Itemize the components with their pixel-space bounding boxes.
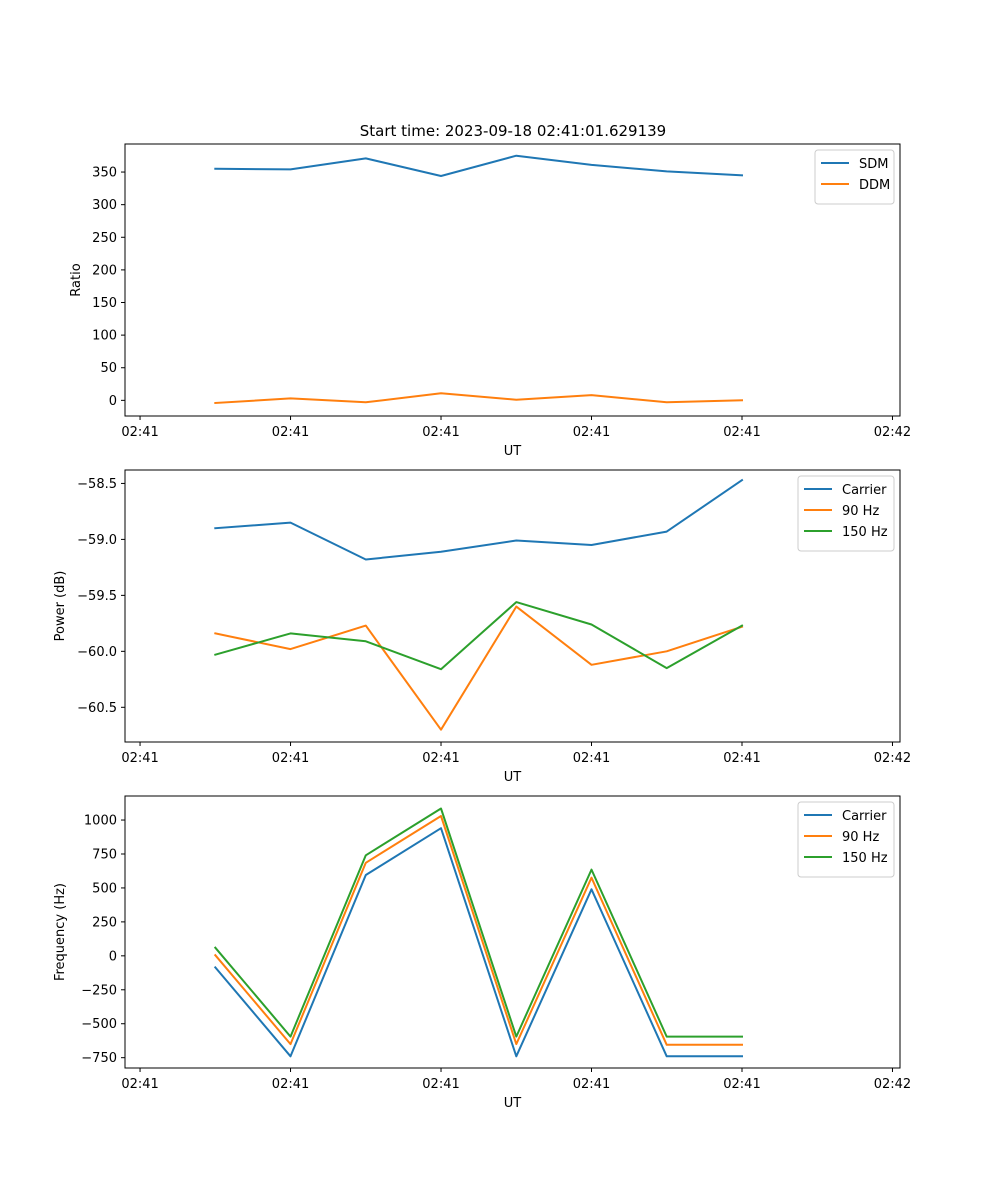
plots-container: 02:41 02:41 02:41 02:41 02:41 02:42 0 50 100 150 2… — [53, 143, 911, 1111]
y-tick-label: 250 — [92, 915, 117, 930]
legend-label: 150 Hz — [842, 851, 888, 866]
legend-label: Carrier — [842, 483, 887, 498]
x-tick-label: 02:41 — [573, 1077, 610, 1092]
x-tick-label: 02:41 — [422, 751, 459, 766]
legend-label: 90 Hz — [842, 830, 879, 845]
y-tick-label: −58.5 — [77, 477, 117, 492]
y-tick-label: 500 — [92, 881, 117, 896]
y-tick-label: 0 — [109, 394, 117, 409]
legend: Carrier 90 Hz 150 Hz — [797, 801, 895, 878]
x-tick-label: 02:42 — [874, 425, 911, 440]
y-tick-label: 100 — [92, 329, 117, 344]
y-axis-label: Frequency (Hz) — [53, 883, 68, 981]
x-tick-label: 02:41 — [573, 751, 610, 766]
subplot-3: 02:41 02:41 02:41 02:41 02:41 02:42 −750 −500 −2… — [53, 795, 911, 1111]
x-tick-label: 02:42 — [874, 751, 911, 766]
subplot-2: 02:41 02:41 02:41 02:41 02:41 02:42 −60.5 −60.0… — [53, 469, 911, 785]
x-tick-label: 02:41 — [121, 751, 158, 766]
x-axis-label: UT — [504, 1096, 522, 1111]
x-axis-label: UT — [504, 444, 522, 459]
y-tick-label: −60.0 — [77, 645, 117, 660]
y-tick-label: 0 — [109, 949, 117, 964]
x-tick-label: 02:41 — [121, 425, 158, 440]
legend-label: SDM — [859, 157, 888, 172]
series-line-carrier — [214, 478, 744, 561]
legend-label: 90 Hz — [842, 504, 879, 519]
x-tick-label: 02:42 — [874, 1077, 911, 1092]
y-tick-label: 150 — [92, 296, 117, 311]
y-tick-label: −59.0 — [77, 533, 117, 548]
axes-frame — [124, 143, 901, 417]
legend-label: 150 Hz — [842, 525, 888, 540]
y-tick-label: 1000 — [84, 814, 117, 829]
y-tick-label: 250 — [92, 231, 117, 246]
series-line-150-hz — [213, 807, 743, 1038]
y-tick-label: 200 — [92, 263, 117, 278]
legend-box — [797, 801, 895, 878]
y-tick-label: 300 — [92, 198, 117, 213]
series-line-90-hz — [213, 815, 743, 1046]
y-tick-label: −750 — [81, 1051, 117, 1066]
x-tick-label: 02:41 — [272, 1077, 309, 1092]
chart-title: Start time: 2023-09-18 02:41:01.629139 — [360, 122, 666, 140]
y-axis-label: Power (dB) — [53, 571, 68, 642]
x-tick-label: 02:41 — [422, 425, 459, 440]
y-axis-label: Ratio — [69, 263, 84, 296]
x-tick-label: 02:41 — [422, 1077, 459, 1092]
y-tick-label: −60.5 — [77, 701, 117, 716]
axes-frame — [124, 469, 901, 743]
axes-frame — [124, 795, 901, 1069]
legend-label: Carrier — [842, 809, 887, 824]
legend-label: DDM — [859, 178, 890, 193]
series-line-150-hz — [214, 601, 744, 671]
x-tick-label: 02:41 — [723, 1077, 760, 1092]
y-tick-label: −500 — [81, 1017, 117, 1032]
x-tick-label: 02:41 — [121, 1077, 158, 1092]
x-axis-label: UT — [504, 770, 522, 785]
subplot-1: 02:41 02:41 02:41 02:41 02:41 02:42 0 50 100 150 2… — [69, 143, 911, 459]
series-line-carrier — [213, 827, 743, 1058]
y-tick-label: 350 — [92, 166, 117, 181]
y-tick-label: 750 — [92, 847, 117, 862]
x-tick-label: 02:41 — [723, 751, 760, 766]
legend: SDM DDM — [814, 149, 895, 205]
x-tick-label: 02:41 — [573, 425, 610, 440]
x-tick-label: 02:41 — [723, 425, 760, 440]
series-line-sdm — [214, 154, 744, 177]
y-tick-label: 50 — [100, 361, 117, 376]
series-line-ddm — [214, 392, 744, 405]
legend: Carrier 90 Hz 150 Hz — [797, 475, 895, 552]
x-tick-label: 02:41 — [272, 425, 309, 440]
y-tick-label: −250 — [81, 983, 117, 998]
legend-box — [797, 475, 895, 552]
x-tick-label: 02:41 — [272, 751, 309, 766]
series-line-90-hz — [214, 605, 744, 731]
y-tick-label: −59.5 — [77, 589, 117, 604]
